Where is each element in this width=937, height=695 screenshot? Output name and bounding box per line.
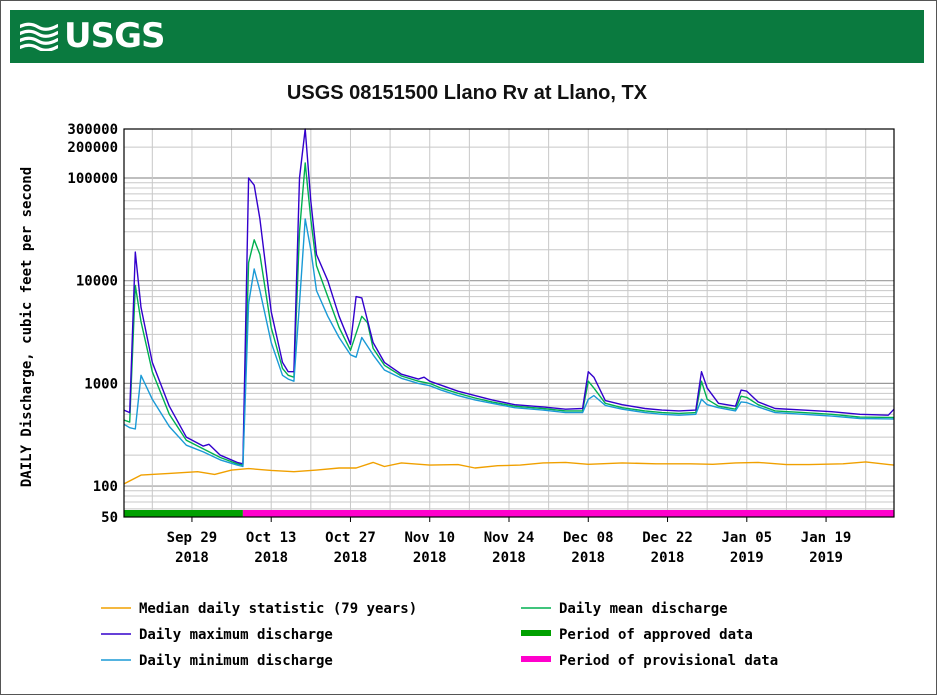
x-tick-label: Oct 27: [325, 530, 376, 546]
data-period-bars: [124, 510, 894, 517]
x-tick-label: Nov 10: [404, 530, 455, 546]
x-tick-year: 2018: [254, 550, 288, 566]
x-tick-year: 2019: [809, 550, 843, 566]
x-tick-year: 2018: [571, 550, 605, 566]
legend-swatch: [521, 630, 551, 636]
legend-label: Period of approved data: [559, 627, 753, 643]
x-tick-year: 2018: [175, 550, 209, 566]
y-tick-label: 10000: [76, 274, 118, 290]
usgs-logo[interactable]: USGS: [20, 16, 165, 56]
period-bar: [124, 510, 243, 517]
x-tick-year: 2019: [730, 550, 764, 566]
series-line-2: [123, 128, 895, 465]
x-tick-year: 2018: [413, 550, 447, 566]
x-tick-label: Oct 13: [246, 530, 297, 546]
series-line-0: [123, 461, 895, 485]
x-tick-label: Jan 19: [801, 530, 852, 546]
x-tick-label: Jan 05: [722, 530, 773, 546]
y-tick-labels: 300000 200000 100000 10000 1000 100 50: [67, 122, 118, 526]
legend-label: Median daily statistic (79 years): [139, 601, 417, 617]
y-tick-label: 100000: [67, 171, 118, 187]
x-tick-label: Dec 22: [642, 530, 693, 546]
x-tick-labels: Sep 29 2018 Oct 13 2018 Oct 27 2018 Nov 10 2018…: [167, 517, 852, 566]
x-tick-label: Sep 29: [167, 530, 218, 546]
y-axis-label: DAILY Discharge, cubic feet per second: [19, 167, 35, 487]
x-tick-year: 2018: [492, 550, 526, 566]
x-tick-label: Dec 08: [563, 530, 614, 546]
y-tick-label: 200000: [67, 140, 118, 156]
usgs-logo-text: USGS: [64, 16, 165, 56]
period-bar: [242, 510, 894, 517]
legend-label: Daily maximum discharge: [139, 627, 333, 643]
usgs-wave-icon: [20, 22, 58, 51]
series-line-3: [123, 218, 895, 468]
chart-title: USGS 08151500 Llano Rv at Llano, TX: [287, 82, 648, 104]
usgs-header-banner: USGS: [10, 10, 924, 63]
legend-swatch: [521, 656, 551, 662]
legend-label: Period of provisional data: [559, 653, 778, 669]
y-tick-label: 1000: [84, 376, 118, 392]
legend-label: Daily mean discharge: [559, 601, 728, 617]
y-tick-label: 300000: [67, 122, 118, 138]
y-tick-label: 50: [101, 510, 118, 526]
series-lines: [123, 128, 895, 485]
x-tick-year: 2018: [651, 550, 685, 566]
y-tick-label: 100: [93, 479, 118, 495]
x-tick-year: 2018: [334, 550, 368, 566]
legend-label: Daily minimum discharge: [139, 653, 333, 669]
x-tick-label: Nov 24: [484, 530, 535, 546]
legend: Median daily statistic (79 years) Daily m…: [101, 601, 778, 669]
series-line-1: [123, 162, 895, 466]
plot-grid: [124, 128, 894, 518]
